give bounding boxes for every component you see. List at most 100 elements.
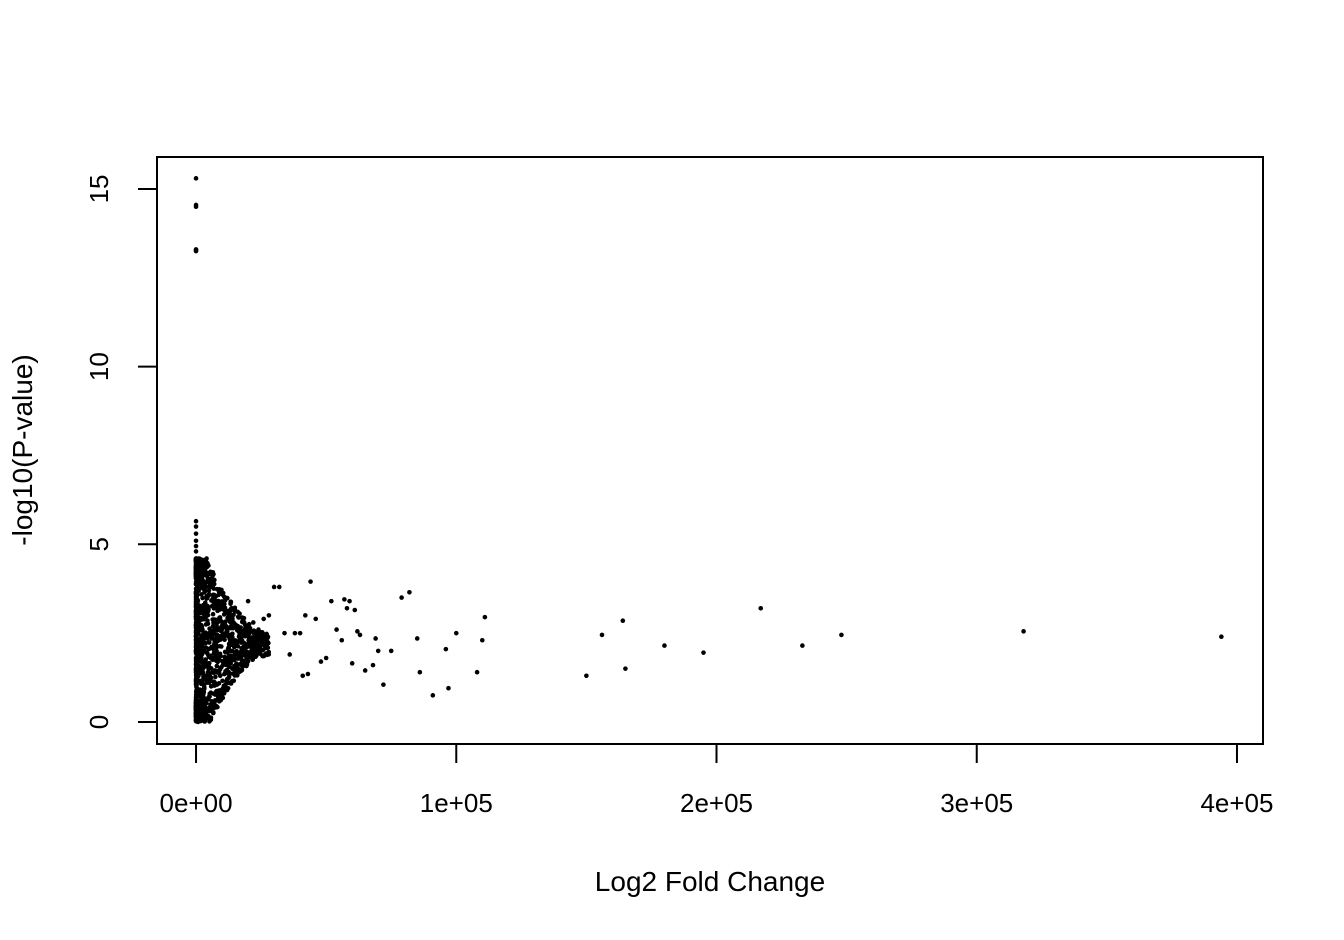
data-point xyxy=(226,674,232,680)
data-point xyxy=(201,673,207,679)
data-point xyxy=(271,584,277,590)
x-tick-label: 2e+05 xyxy=(680,788,753,818)
data-point xyxy=(193,518,199,524)
data-point xyxy=(198,570,204,575)
data-point xyxy=(261,616,266,622)
data-point xyxy=(193,602,199,607)
data-point xyxy=(234,673,240,678)
data-point xyxy=(214,655,219,661)
x-tick-label: 0e+00 xyxy=(160,788,233,818)
data-point xyxy=(292,630,298,636)
data-point xyxy=(222,605,228,611)
data-point xyxy=(233,622,238,627)
data-point xyxy=(206,646,212,652)
data-point xyxy=(228,601,233,607)
data-point xyxy=(212,617,217,622)
data-point xyxy=(229,655,235,661)
y-tick-label: 15 xyxy=(84,175,114,204)
points-layer xyxy=(193,176,1224,725)
data-point xyxy=(245,598,251,604)
data-point xyxy=(266,613,272,618)
data-point xyxy=(193,524,199,529)
data-point xyxy=(264,652,270,658)
data-point xyxy=(207,582,213,588)
y-tick-label: 0 xyxy=(84,715,114,729)
data-point xyxy=(254,635,259,641)
data-point xyxy=(204,573,210,579)
data-point xyxy=(443,646,449,652)
data-point xyxy=(253,654,258,660)
x-axis-title: Log2 Fold Change xyxy=(595,866,825,897)
data-point xyxy=(839,632,844,638)
data-point xyxy=(254,642,259,647)
data-point xyxy=(200,578,206,583)
data-point xyxy=(193,594,199,600)
data-point xyxy=(203,677,208,682)
data-point xyxy=(194,693,200,698)
data-point xyxy=(250,620,256,625)
data-point xyxy=(220,678,225,684)
data-point xyxy=(238,636,244,641)
data-point xyxy=(195,580,201,585)
data-point xyxy=(206,588,212,593)
data-point xyxy=(213,669,219,674)
data-point xyxy=(194,574,200,580)
data-point xyxy=(214,627,220,633)
data-point xyxy=(215,638,221,644)
data-point xyxy=(407,589,412,595)
data-point xyxy=(211,592,217,598)
data-point xyxy=(381,682,386,687)
data-point xyxy=(446,685,451,691)
data-point xyxy=(201,699,206,704)
data-point xyxy=(623,666,628,671)
data-point xyxy=(193,531,199,536)
data-point xyxy=(258,648,264,653)
data-point xyxy=(352,607,358,613)
data-point xyxy=(349,661,355,666)
data-point xyxy=(344,605,350,611)
data-point xyxy=(244,632,250,637)
data-point xyxy=(227,664,232,670)
data-point xyxy=(206,696,211,702)
data-point xyxy=(223,619,228,624)
data-point xyxy=(453,630,459,636)
data-point xyxy=(211,683,216,688)
data-point xyxy=(240,618,245,624)
data-point xyxy=(203,622,209,627)
x-tick-label: 4e+05 xyxy=(1200,788,1273,818)
data-point xyxy=(209,670,215,675)
data-point xyxy=(224,628,230,634)
data-point xyxy=(210,700,215,706)
data-point xyxy=(199,617,204,622)
data-point xyxy=(239,628,244,634)
data-point xyxy=(200,681,206,687)
data-point xyxy=(260,640,265,645)
data-point xyxy=(313,616,319,622)
data-point xyxy=(1021,629,1026,634)
data-point xyxy=(204,650,210,656)
data-point xyxy=(235,614,241,620)
data-point xyxy=(287,652,293,657)
data-point xyxy=(214,632,220,638)
data-point xyxy=(245,655,251,660)
data-point xyxy=(193,655,199,661)
data-point xyxy=(232,665,238,670)
data-point xyxy=(219,619,224,625)
data-point xyxy=(226,608,231,614)
data-point xyxy=(206,713,211,719)
data-point xyxy=(198,610,203,616)
data-point xyxy=(198,627,204,633)
data-point xyxy=(217,615,223,620)
data-point xyxy=(210,611,216,617)
data-point xyxy=(195,650,201,656)
data-point xyxy=(205,670,211,675)
data-point xyxy=(193,679,199,684)
data-point xyxy=(370,662,376,668)
data-point xyxy=(242,648,247,653)
data-point xyxy=(347,598,352,604)
data-point xyxy=(388,648,394,654)
data-point xyxy=(584,673,589,679)
data-point xyxy=(215,694,221,700)
data-point xyxy=(225,646,231,651)
